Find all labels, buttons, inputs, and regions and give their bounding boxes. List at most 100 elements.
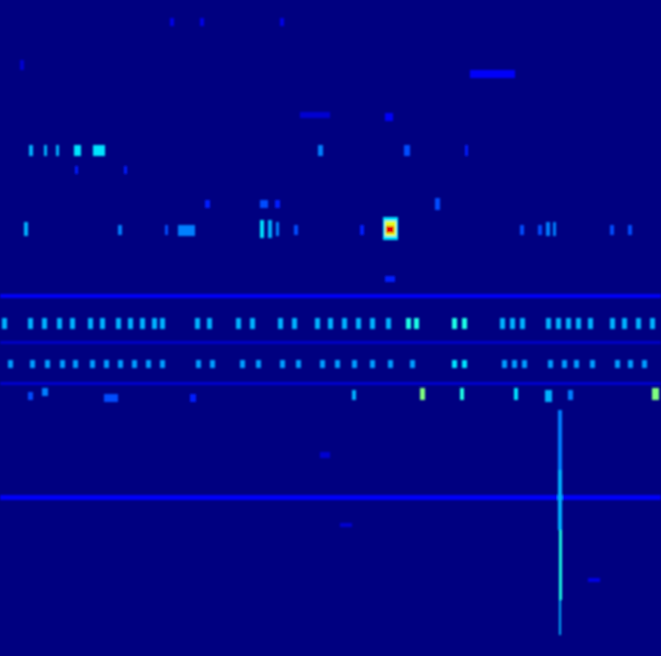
cell: [165, 225, 168, 235]
cell: [60, 360, 65, 368]
cell: [636, 318, 641, 329]
plot-background: [0, 0, 661, 656]
cell: [0, 341, 661, 344]
cell: [538, 225, 542, 235]
cell: [260, 200, 268, 208]
cell: [652, 388, 659, 400]
cell: [300, 112, 330, 118]
cell: [116, 318, 121, 329]
cell: [200, 18, 204, 26]
cell: [465, 145, 468, 156]
cell: [278, 318, 283, 329]
cell: [170, 18, 174, 26]
cell: [256, 360, 261, 368]
cell: [410, 360, 415, 368]
cell: [520, 225, 524, 235]
cell: [56, 145, 59, 156]
cell: [615, 360, 620, 368]
cell: [340, 523, 352, 527]
cell: [558, 410, 562, 470]
cell: [553, 222, 556, 236]
cell: [420, 388, 425, 400]
cell: [70, 318, 75, 329]
cell: [250, 318, 255, 329]
cell: [500, 318, 505, 329]
cell: [628, 225, 632, 235]
cell: [280, 18, 284, 26]
cell: [196, 360, 201, 368]
cell: [404, 145, 410, 156]
cell: [128, 318, 133, 329]
cell: [0, 382, 661, 385]
cell: [335, 360, 340, 368]
cell: [435, 198, 440, 210]
cell: [342, 318, 347, 329]
cell: [360, 225, 364, 235]
cell: [100, 318, 105, 329]
cell: [590, 360, 595, 368]
cell: [642, 360, 647, 368]
cell: [320, 360, 325, 368]
cell: [74, 145, 81, 156]
cell: [406, 318, 411, 329]
cell: [296, 360, 301, 368]
cell: [140, 318, 145, 329]
cell: [545, 390, 552, 402]
cell: [385, 221, 396, 236]
cell: [73, 360, 78, 368]
cell: [320, 452, 330, 458]
cell: [207, 318, 212, 329]
cell: [576, 318, 581, 329]
cell: [20, 60, 24, 70]
cell: [522, 360, 527, 368]
cell: [195, 318, 200, 329]
cell: [294, 225, 298, 235]
cell: [28, 392, 33, 400]
cell: [205, 200, 210, 208]
cell: [470, 70, 515, 78]
cell: [520, 318, 525, 329]
cell: [386, 226, 394, 233]
cell: [385, 276, 395, 282]
cell: [93, 145, 105, 156]
cell: [574, 360, 579, 368]
cell: [628, 360, 633, 368]
cell: [462, 360, 467, 368]
cell: [0, 294, 661, 298]
cell: [588, 578, 600, 582]
cells: [0, 18, 661, 635]
cell: [104, 360, 109, 368]
cell: [275, 200, 280, 208]
cell: [588, 318, 593, 329]
cell: [386, 318, 391, 329]
cell: [28, 318, 33, 329]
cell: [152, 318, 157, 329]
cell: [30, 360, 35, 368]
cell: [452, 318, 457, 329]
cell: [318, 145, 323, 156]
cell: [210, 360, 215, 368]
cell: [510, 318, 515, 329]
cell: [8, 360, 13, 368]
cell: [124, 166, 127, 174]
cell: [146, 360, 151, 368]
cell: [460, 388, 464, 400]
cell: [385, 113, 393, 121]
cell: [42, 388, 48, 396]
cell: [268, 220, 272, 238]
cell: [512, 360, 517, 368]
cell: [452, 360, 457, 368]
cell: [118, 360, 123, 368]
cell: [559, 530, 562, 600]
cell: [75, 166, 78, 174]
cell: [328, 318, 333, 329]
cell: [502, 360, 507, 368]
cell: [118, 225, 122, 235]
cell: [160, 360, 165, 368]
cell: [42, 318, 47, 329]
cell: [292, 318, 297, 329]
cell: [44, 145, 47, 156]
cell: [90, 360, 95, 368]
cell: [280, 360, 285, 368]
cell: [315, 318, 320, 329]
